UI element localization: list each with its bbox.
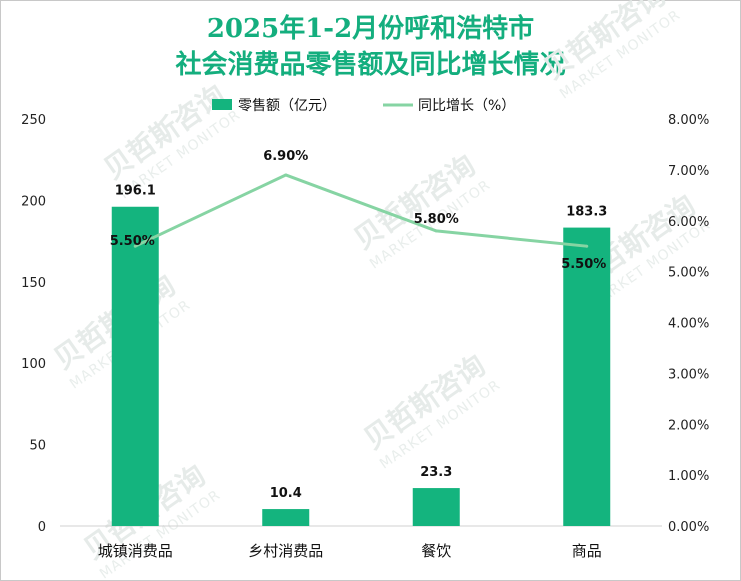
bar-value-label: 10.4 [270, 486, 302, 501]
right-axis-tick-label: 4.00% [668, 317, 709, 332]
bar [563, 227, 611, 527]
left-axis-tick-label: 200 [21, 194, 46, 209]
category-label: 乡村消费品 [248, 542, 323, 560]
line-point [585, 244, 589, 248]
line-point [133, 244, 137, 248]
bar [111, 206, 159, 526]
growth-line [134, 173, 587, 248]
category-label: 城镇消费品 [98, 542, 173, 560]
right-axis-tick-label: 7.00% [668, 164, 709, 179]
line-point [434, 229, 438, 233]
legend-line-label: 同比增长（%） [418, 98, 515, 114]
left-axis-tick-label: 250 [21, 113, 46, 128]
right-axis-tick-label: 8.00% [668, 113, 709, 128]
data-labels: 196.1 10.4 23.3 183.3 5.50% 6.90% 5.80% 5.50% [110, 149, 608, 501]
right-axis-tick-label: 5.00% [668, 266, 709, 281]
line-value-label: 6.90% [263, 149, 308, 164]
right-axis-tick-label: 2.00% [668, 418, 709, 433]
category-label: 商品 [572, 542, 602, 560]
chart-title-line1: 2025年1-2月份呼和浩特市 [206, 14, 535, 44]
bar-value-label: 183.3 [566, 205, 607, 220]
chart-title-line2: 社会消费品零售额及同比增长情况 [175, 50, 566, 80]
bar-value-label: 196.1 [115, 184, 156, 199]
legend: 零售额（亿元） 同比增长（%） [212, 98, 515, 114]
left-axis-tick-label: 0 [38, 520, 46, 535]
left-axis-tick-label: 100 [21, 357, 46, 372]
axes: 0 50 100 150 200 250 0.00% 1.00% 2.00% 3.00% 4.00%… [21, 113, 709, 560]
bar-series [111, 206, 611, 527]
line-value-label: 5.50% [561, 257, 606, 272]
legend-bar-swatch [212, 99, 232, 110]
line-value-label: 5.50% [110, 234, 155, 249]
right-axis-tick-label: 1.00% [668, 469, 709, 484]
line-series [133, 173, 589, 248]
line-value-label: 5.80% [414, 212, 459, 227]
line-point [284, 173, 288, 177]
left-axis-tick-label: 50 [29, 439, 46, 454]
left-axis-tick-label: 150 [21, 276, 46, 291]
category-label: 餐饮 [421, 542, 451, 560]
bar [412, 488, 460, 526]
bar [262, 509, 310, 526]
right-axis-tick-label: 0.00% [668, 520, 709, 535]
right-axis-tick-label: 3.00% [668, 367, 709, 382]
bar-value-label: 23.3 [420, 465, 452, 480]
right-axis-tick-label: 6.00% [668, 215, 709, 230]
legend-bar-label: 零售额（亿元） [238, 98, 336, 114]
